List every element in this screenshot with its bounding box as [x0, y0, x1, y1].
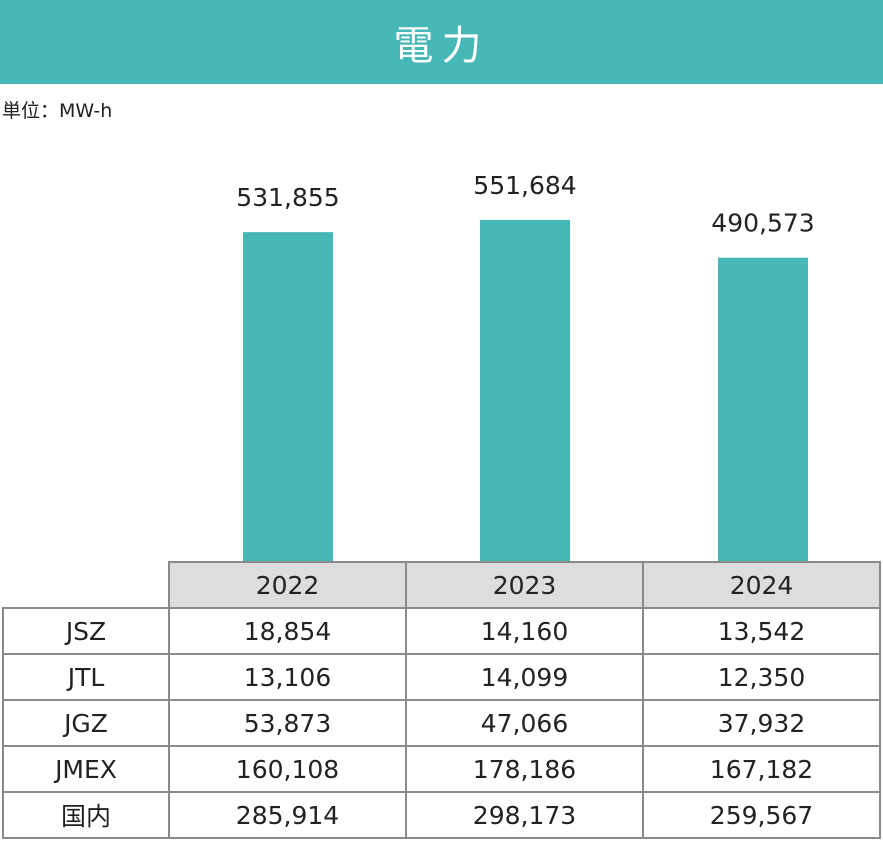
table-cell: 14,160 — [405, 607, 644, 655]
data-label-2022: 531,855 — [236, 183, 339, 212]
row-label: JGZ — [2, 699, 170, 747]
table-cell: 167,182 — [642, 745, 881, 793]
row-label: JTL — [2, 653, 170, 701]
table-cell: 37,932 — [642, 699, 881, 747]
bar-2024 — [718, 257, 808, 561]
table-cell: 178,186 — [405, 745, 644, 793]
header-year: 2024 — [642, 561, 881, 609]
row-label: 国内 — [2, 791, 170, 839]
table-cell: 18,854 — [168, 607, 407, 655]
table-cell: 12,350 — [642, 653, 881, 701]
table-header-row: 2022 2023 2024 — [3, 561, 881, 609]
header-year: 2022 — [168, 561, 407, 609]
bar-2022 — [243, 232, 333, 561]
bar-chart: 531,855 551,684 490,573 — [236, 171, 815, 561]
data-label-2024: 490,573 — [711, 209, 814, 238]
data-table: 2022 2023 2024 JSZ 18,854 14,160 13,542 … — [2, 561, 881, 839]
table-row: JMEX 160,108 178,186 167,182 — [2, 745, 881, 793]
bar-2023 — [480, 219, 570, 561]
table-cell: 259,567 — [642, 791, 881, 839]
table-cell: 14,099 — [405, 653, 644, 701]
table-row: JTL 13,106 14,099 12,350 — [2, 653, 881, 701]
row-label: JSZ — [2, 607, 170, 655]
chart-title: 電力 — [393, 23, 490, 69]
table-cell: 13,542 — [642, 607, 881, 655]
row-label: JMEX — [2, 745, 170, 793]
table-cell: 53,873 — [168, 699, 407, 747]
title-bar: 電力 — [0, 0, 883, 84]
table-row: JGZ 53,873 47,066 37,932 — [2, 699, 881, 747]
table-corner — [3, 562, 170, 609]
table-cell: 285,914 — [168, 791, 407, 839]
data-label-2023: 551,684 — [473, 171, 576, 200]
table-cell: 160,108 — [168, 745, 407, 793]
table-row: 国内 285,914 298,173 259,567 — [2, 791, 881, 839]
table-cell: 47,066 — [405, 699, 644, 747]
table-row: JSZ 18,854 14,160 13,542 — [2, 607, 881, 655]
table-cell: 13,106 — [168, 653, 407, 701]
table-cell: 298,173 — [405, 791, 644, 839]
header-year: 2023 — [405, 561, 644, 609]
unit-label: 単位：MW-h — [2, 100, 113, 122]
